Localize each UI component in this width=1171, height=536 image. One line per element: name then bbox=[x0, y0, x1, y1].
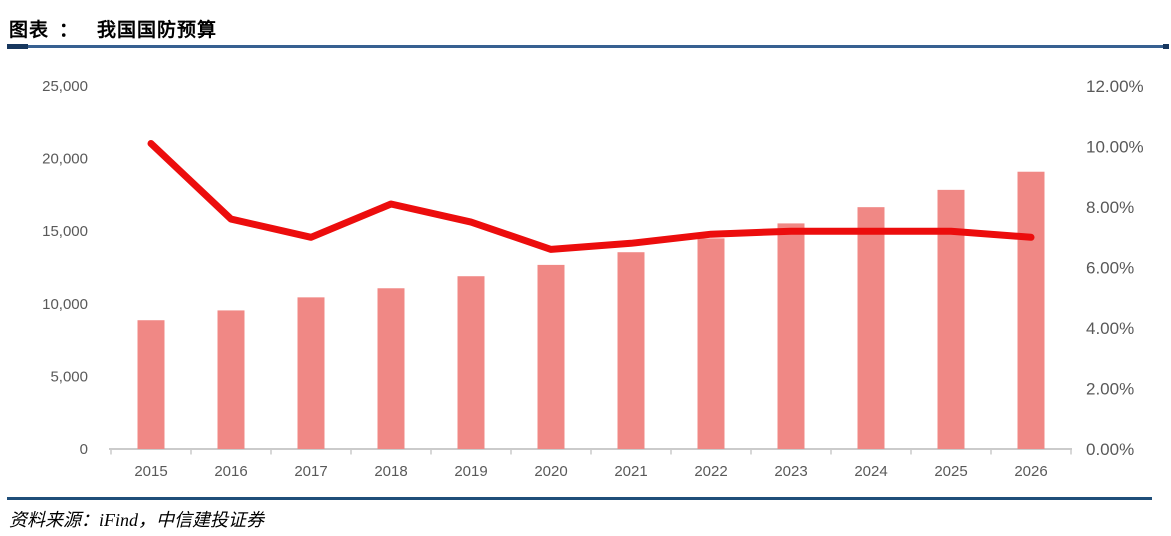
budget-bar-2021 bbox=[617, 252, 645, 449]
x-axis-label-2020: 2020 bbox=[534, 463, 567, 480]
budget-bar-2016 bbox=[217, 310, 245, 449]
left-axis-label: 5,000 bbox=[50, 368, 88, 385]
left-axis-label: 25,000 bbox=[42, 78, 88, 95]
figure-title-text: 我国国防预算 bbox=[97, 20, 218, 41]
right-axis-label: 6.00% bbox=[1086, 259, 1134, 278]
x-axis-label-2025: 2025 bbox=[934, 463, 967, 480]
right-axis-label: 10.00% bbox=[1086, 138, 1144, 157]
budget-bar-2017 bbox=[297, 297, 325, 449]
budget-bar-2023 bbox=[777, 223, 805, 449]
x-axis-label-2026: 2026 bbox=[1014, 463, 1047, 480]
budget-bar-2024 bbox=[857, 207, 885, 449]
budget-bar-2018 bbox=[377, 288, 405, 449]
x-axis-label-2021: 2021 bbox=[614, 463, 647, 480]
x-axis-label-2023: 2023 bbox=[774, 463, 807, 480]
source-note: 资料来源：iFind，中信建投证券 bbox=[9, 510, 264, 530]
budget-bar-2019 bbox=[457, 276, 485, 449]
figure-title-label: 图表 bbox=[9, 20, 50, 41]
budget-bar-2015 bbox=[137, 320, 165, 449]
header-rule bbox=[7, 45, 1168, 48]
header-rule-accent-left bbox=[7, 44, 28, 49]
x-axis-label-2016: 2016 bbox=[214, 463, 247, 480]
left-axis-label: 15,000 bbox=[42, 223, 88, 240]
left-axis-label: 0 bbox=[80, 441, 88, 458]
x-axis-label-2022: 2022 bbox=[694, 463, 727, 480]
x-axis-label-2024: 2024 bbox=[854, 463, 887, 480]
right-axis-label: 2.00% bbox=[1086, 380, 1134, 399]
x-axis-label-2019: 2019 bbox=[454, 463, 487, 480]
x-axis-label-2017: 2017 bbox=[294, 463, 327, 480]
figure-title: 图表 ： 我国国防预算 bbox=[9, 15, 217, 42]
right-axis-label: 12.00% bbox=[1086, 77, 1144, 96]
x-axis-label-2015: 2015 bbox=[134, 463, 167, 480]
left-axis-label: 10,000 bbox=[42, 296, 88, 313]
budget-bar-2022 bbox=[697, 238, 725, 449]
right-axis-label: 8.00% bbox=[1086, 198, 1134, 217]
budget-bar-2026 bbox=[1017, 171, 1045, 449]
figure-title-colon: ： bbox=[59, 20, 80, 41]
left-axis-label: 20,000 bbox=[42, 151, 88, 168]
growth-rate-line bbox=[147, 140, 1035, 253]
x-axis-label-2018: 2018 bbox=[374, 463, 407, 480]
header-rule-accent-right bbox=[1163, 44, 1169, 49]
budget-bar-2020 bbox=[537, 264, 565, 449]
right-axis-label: 0.00% bbox=[1086, 440, 1134, 459]
footer-rule bbox=[7, 497, 1152, 500]
right-axis-label: 4.00% bbox=[1086, 319, 1134, 338]
